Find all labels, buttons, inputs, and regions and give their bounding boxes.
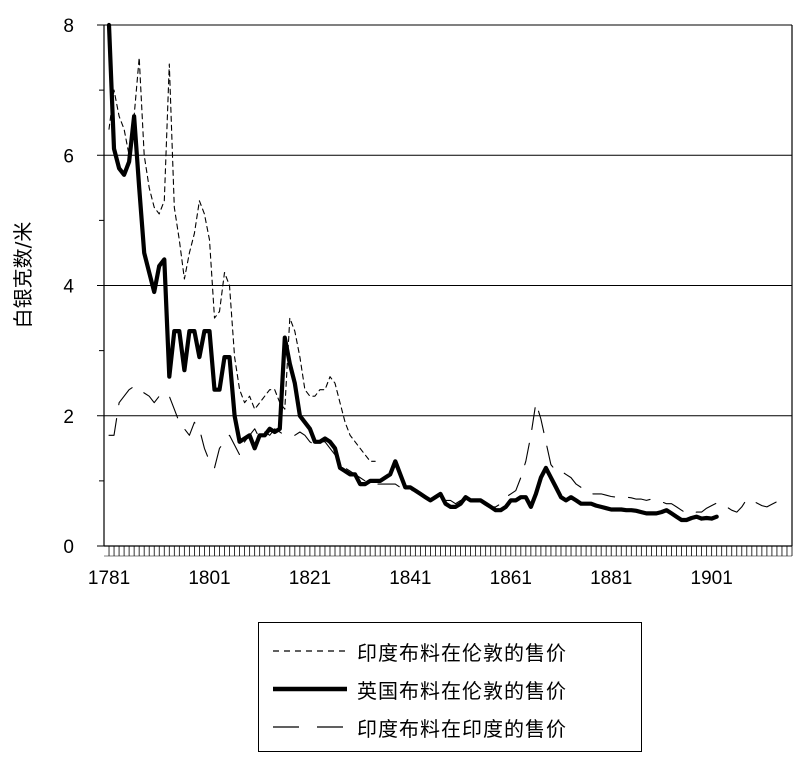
x-tick-label-1821: 1821 — [289, 568, 331, 589]
legend-swatch-short-dash — [273, 650, 347, 652]
legend-swatch-thick-solid — [273, 686, 347, 692]
x-tick-labels: 1781 1801 1821 1841 1861 1881 1901 — [88, 568, 733, 589]
y-tick-label-8: 8 — [63, 16, 74, 37]
series-line-long-dash — [108, 385, 783, 514]
series-line-short-dash — [108, 57, 376, 462]
y-tick-label-0: 0 — [63, 537, 74, 558]
x-tick-label-1801: 1801 — [188, 568, 230, 589]
y-axis-title: 白银克数/米 — [11, 222, 35, 329]
legend: 印度布料在伦敦的售价 英国布料在伦敦的售价 印度布料在印度的售价 — [258, 622, 642, 752]
x-minor-ticks — [104, 546, 793, 557]
series-line-thick-solid — [106, 22, 719, 523]
y-tick-label-4: 4 — [63, 277, 74, 298]
axes — [97, 24, 793, 547]
x-tick-label-1781: 1781 — [88, 568, 130, 589]
legend-item-india-india: 印度布料在印度的售价 — [259, 710, 641, 744]
series-layer — [106, 22, 783, 523]
x-tick-label-1881: 1881 — [590, 568, 632, 589]
y-tick-label-6: 6 — [63, 146, 74, 167]
legend-label: 英国布料在伦敦的售价 — [357, 679, 567, 703]
x-tick-label-1861: 1861 — [490, 568, 532, 589]
legend-item-britain-london: 英国布料在伦敦的售价 — [259, 672, 641, 706]
x-tick-label-1901: 1901 — [691, 568, 733, 589]
y-tick-labels: 0 2 4 6 8 — [63, 16, 74, 558]
gridlines — [104, 24, 792, 417]
x-tick-label-1841: 1841 — [389, 568, 431, 589]
legend-item-india-london: 印度布料在伦敦的售价 — [259, 634, 641, 668]
y-tick-label-2: 2 — [63, 407, 74, 428]
legend-label: 印度布料在伦敦的售价 — [357, 641, 567, 665]
legend-swatch-long-dash — [273, 726, 347, 728]
legend-label: 印度布料在印度的售价 — [357, 717, 567, 741]
